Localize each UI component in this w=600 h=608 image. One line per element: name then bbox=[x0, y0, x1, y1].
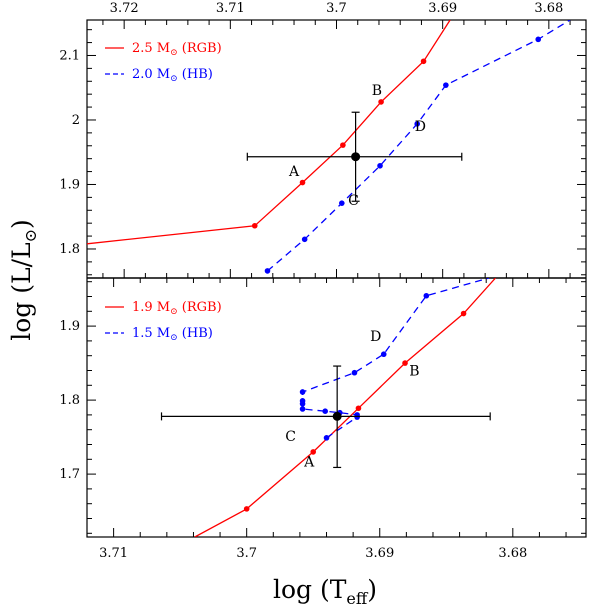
bottom-x-tick-label: 3.71 bbox=[99, 546, 128, 561]
plot-frame bbox=[86, 19, 587, 538]
top-hb-track-point bbox=[535, 36, 542, 43]
bottom-y-tick-label: 1.7 bbox=[59, 467, 80, 482]
bottom-rgb-track-point bbox=[402, 360, 408, 366]
y-axis-label: log (L/L⊙) bbox=[7, 219, 40, 341]
top-rgb-track-point bbox=[299, 179, 306, 186]
top-hb-track-line bbox=[267, 20, 571, 272]
bottom-hb-track-point bbox=[299, 389, 306, 395]
bottom-legend-label-0: 1.9 M⊙ (RGB) bbox=[132, 300, 222, 317]
y-axis-label-main: log (L/L bbox=[7, 242, 36, 340]
bottom-rgb-track-point bbox=[355, 405, 362, 412]
top-legend-label-1: 2.0 M⊙ (HB) bbox=[132, 67, 213, 84]
top-series-0 bbox=[87, 20, 451, 245]
top-y-tick-label: 2.1 bbox=[59, 48, 80, 63]
bottom-panel: 3.71 3.7 3.69 3.68 1.7 1.8 1.9 1.9 M⊙ (RGB) 1.5 … bbox=[59, 278, 586, 561]
top-x-tick-label: 3.71 bbox=[216, 1, 245, 16]
bottom-hb-track-point bbox=[323, 435, 330, 441]
bottom-series-1 bbox=[299, 278, 490, 441]
y-axis-label-close: ) bbox=[7, 219, 36, 229]
top-hb-track-point bbox=[443, 82, 449, 88]
bottom-hb-track-point bbox=[351, 369, 358, 376]
x-axis-label-close: ) bbox=[367, 575, 377, 604]
bottom-hb-track-point bbox=[380, 351, 387, 358]
top-observed-point bbox=[351, 152, 361, 162]
top-legend-label-0: 2.5 M⊙ (RGB) bbox=[132, 41, 222, 58]
top-hb-track-point bbox=[377, 162, 383, 169]
top-x-tick-label: 3.69 bbox=[428, 1, 457, 16]
top-rgb-track-point bbox=[340, 142, 346, 148]
top-rgb-track-point bbox=[420, 58, 427, 65]
bottom-series-0 bbox=[194, 278, 496, 537]
top-panel: 3.72 3.71 3.7 3.69 3.68 1.8 1.9 2 2.1 2.5 M⊙ (RGB… bbox=[59, 1, 586, 278]
bottom-y-tick-label: 1.9 bbox=[59, 319, 80, 334]
top-point-label-A: A bbox=[288, 164, 300, 180]
bottom-hb-track-point bbox=[423, 292, 430, 299]
top-x-tick-label: 3.68 bbox=[534, 1, 563, 16]
bottom-point-label-C: C bbox=[285, 429, 296, 445]
top-rgb-track-point bbox=[251, 222, 258, 229]
bottom-x-tick-label: 3.7 bbox=[236, 546, 257, 561]
bottom-rgb-track-line bbox=[194, 278, 496, 537]
top-hb-track-point bbox=[339, 200, 345, 206]
y-axis-label-sub: ⊙ bbox=[21, 229, 40, 242]
x-axis-label-sub: eff bbox=[346, 589, 368, 608]
top-hb-track-point bbox=[264, 268, 271, 274]
top-series-1 bbox=[264, 20, 571, 274]
bottom-point-label-D: D bbox=[370, 329, 381, 345]
bottom-hb-track-point bbox=[299, 406, 306, 412]
bottom-hb-track-line bbox=[301, 278, 490, 439]
bottom-observed-point bbox=[332, 411, 342, 421]
top-hb-track-point bbox=[414, 121, 420, 127]
top-y-tick-label: 2 bbox=[72, 113, 80, 128]
bottom-hb-track-point bbox=[299, 398, 306, 404]
bottom-x-tick-label: 3.69 bbox=[365, 546, 394, 561]
top-point-label-D: D bbox=[415, 119, 426, 135]
top-y-tick-label: 1.9 bbox=[59, 177, 80, 192]
bottom-legend-label-1: 1.5 M⊙ (HB) bbox=[132, 326, 213, 343]
top-x-tick-label: 3.72 bbox=[110, 1, 139, 16]
bottom-rgb-track-point bbox=[460, 310, 467, 317]
top-rgb-track-point bbox=[378, 99, 384, 105]
x-axis-label: log (Teff) bbox=[273, 575, 377, 608]
top-y-tick-label: 1.8 bbox=[59, 242, 80, 257]
bottom-rgb-track-point bbox=[243, 506, 250, 512]
bottom-point-label-A: A bbox=[303, 455, 315, 471]
bottom-hb-track-point bbox=[322, 408, 328, 415]
x-axis-label-main: log (T bbox=[273, 575, 347, 604]
top-hb-track-point bbox=[301, 236, 308, 243]
bottom-point-label-B: B bbox=[409, 364, 419, 380]
bottom-y-tick-label: 1.8 bbox=[59, 393, 80, 408]
bottom-rgb-track-point bbox=[310, 449, 317, 455]
top-point-label-B: B bbox=[372, 83, 382, 99]
top-x-tick-label: 3.7 bbox=[326, 1, 347, 16]
bottom-x-tick-label: 3.68 bbox=[498, 546, 527, 561]
